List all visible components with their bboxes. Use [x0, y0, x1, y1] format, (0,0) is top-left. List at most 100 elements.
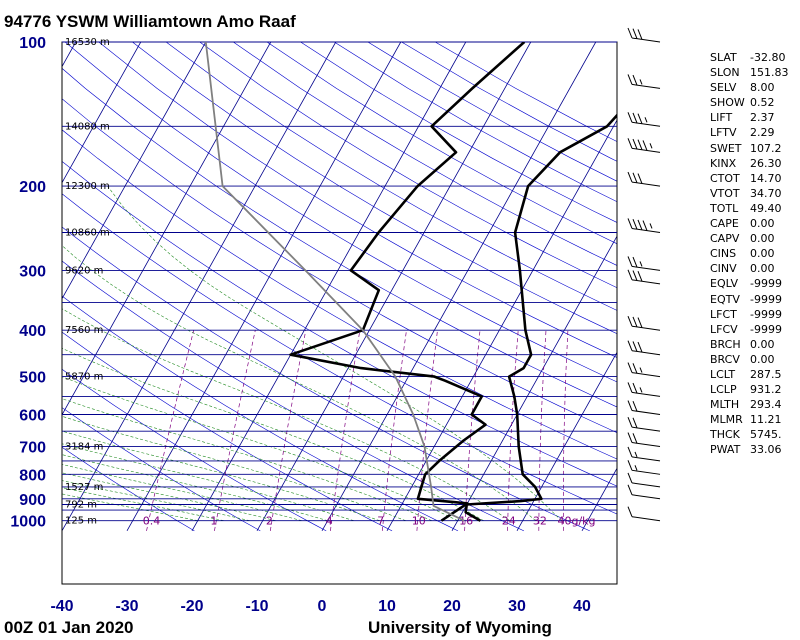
index-row: PWAT 33.06 [710, 442, 795, 457]
wind-barb-flag [627, 484, 633, 495]
temperature-line [289, 42, 526, 522]
temperature-label: -20 [180, 598, 203, 615]
wind-barb-shaft [631, 482, 661, 488]
index-row: SWET 107.2 [710, 141, 795, 156]
index-row: EQTV -9999 [710, 292, 795, 307]
wind-barb-flag [632, 138, 638, 150]
index-name: VTOT [710, 186, 740, 200]
index-value: 0.00 [750, 232, 775, 246]
dry-adiabat [62, 226, 590, 532]
dry-adiabat [62, 446, 195, 532]
dry-adiabat [62, 368, 327, 532]
index-row: MLMR 11.21 [710, 412, 795, 427]
index-value: 931.2 [750, 383, 782, 397]
mixing-ratio-label: 7 [377, 515, 384, 528]
pressure-label: 800 [19, 467, 46, 484]
wind-barb-shaft [631, 350, 661, 356]
wind-barb-shaft [631, 372, 661, 378]
index-name: MLMR [710, 413, 743, 427]
isotherm-line [62, 42, 142, 184]
pressure-label: 600 [19, 408, 46, 425]
index-value: 151.83 [750, 66, 789, 80]
index-row: LCLP 931.2 [710, 382, 795, 397]
moist-adiabat [107, 185, 562, 521]
isotherm-line [516, 351, 617, 532]
index-name: PWAT [710, 443, 741, 457]
index-value: 0.00 [750, 217, 775, 231]
index-row: SLAT -32.80 [710, 50, 795, 65]
index-value: 0.00 [750, 352, 775, 366]
isotherm-line [0, 42, 11, 531]
wind-barb-flag [627, 138, 633, 149]
wind-barb-shaft [631, 83, 661, 89]
wind-barb-flag [627, 112, 633, 123]
wind-barb-flag [627, 382, 633, 393]
moist-adiabat [62, 443, 354, 521]
wind-barb-flag [632, 28, 638, 39]
wind-barb-flag [627, 446, 633, 458]
index-value: -9999 [750, 277, 782, 291]
pressure-label: 700 [19, 440, 46, 457]
index-row: THCK 5745. [710, 427, 795, 442]
mixing-ratio-line [330, 330, 361, 531]
dry-adiabat [62, 98, 617, 433]
index-row: CINV 0.00 [710, 261, 795, 276]
temperature-label: 20 [443, 598, 461, 615]
wind-barb-flag [627, 340, 633, 351]
temperature-label: 0 [318, 598, 327, 615]
height-labels: 16530 m 14080 m 12300 m 10860 m 9620 m 7560 m… [65, 37, 110, 527]
dry-adiabat [233, 42, 617, 266]
wind-barb-flag [637, 29, 643, 40]
background-lines [0, 42, 617, 532]
index-name: LFCV [710, 322, 738, 336]
index-value: 26.30 [750, 156, 782, 170]
wind-barb-flag [632, 341, 638, 352]
wind-barb-shaft [631, 121, 661, 127]
isotherm-line [62, 42, 77, 68]
index-value: 293.4 [750, 398, 782, 412]
pressure-label: 900 [19, 492, 46, 509]
index-row: LFCT -9999 [710, 307, 795, 322]
wind-barb-flag [632, 219, 638, 230]
moist-adiabat [62, 454, 328, 521]
wind-barbs [627, 27, 661, 522]
wind-barb-flag [627, 316, 633, 327]
mixing-ratio-label: 16 [459, 515, 473, 528]
chart-title: 94776 YSWM Williamtown Amo Raaf [4, 12, 296, 31]
wind-barb-shaft [631, 494, 661, 500]
wind-barb-flag [632, 401, 638, 412]
isotherm-line [451, 235, 617, 532]
dry-adiabat [62, 129, 617, 460]
pressure-label: 500 [19, 370, 46, 387]
isotherm-line [386, 119, 617, 532]
mixing-ratio-label: 32 [533, 515, 547, 528]
index-value: 5745. [750, 428, 782, 442]
index-value: 14.70 [750, 171, 782, 185]
index-name: EQLV [710, 277, 739, 291]
wind-barb-flag [632, 112, 638, 124]
wind-barb-flag [627, 400, 633, 411]
wind-barb-half [634, 451, 638, 458]
isotherm-line [126, 42, 402, 532]
index-name: CAPE [710, 217, 739, 231]
wind-barb-flag [642, 220, 648, 231]
height-label: 9620 m [65, 265, 103, 276]
dry-adiabat [62, 67, 617, 408]
index-name: SWET [710, 141, 742, 155]
wind-barb-flag [632, 74, 638, 86]
mixing-ratio-label: 4 [326, 515, 333, 528]
index-value: 0.00 [750, 247, 775, 261]
height-label: 125 m [65, 516, 97, 527]
index-row: TOTL 49.40 [710, 201, 795, 216]
index-value: 8.00 [750, 81, 775, 95]
pressure-label: 1000 [10, 514, 46, 531]
index-value: -9999 [750, 307, 782, 321]
wind-barb-half [649, 143, 653, 149]
mixing-ratio-label: 2 [266, 515, 273, 528]
index-row: CTOT 14.70 [710, 171, 795, 186]
height-label: 792 m [65, 499, 97, 510]
index-value: 11.21 [750, 413, 782, 427]
wind-barb-half [644, 117, 648, 123]
footer-time: 00Z 01 Jan 2020 [4, 618, 133, 637]
dry-adiabat [98, 42, 617, 358]
